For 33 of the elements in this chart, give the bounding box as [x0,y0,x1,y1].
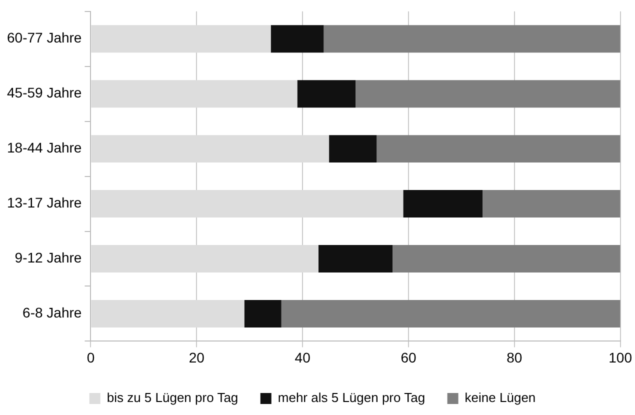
y-tick-label: 9-12 Jahre [14,250,82,266]
bar [91,80,298,108]
y-tick-label: 18-44 Jahre [7,140,82,156]
y-tick-label: 45-59 Jahre [7,84,82,101]
bar [376,135,620,163]
y-tick-label: 60-77 Jahre [7,30,82,46]
bar [281,300,620,328]
bar [356,80,620,108]
x-tick-label: 60 [400,349,416,366]
bar [91,190,404,218]
legend-label: mehr als 5 Lügen pro Tag [278,390,426,406]
bar [91,25,271,53]
bar [297,80,356,108]
bar [482,190,620,218]
x-tick-label: 0 [86,349,95,366]
bar [318,245,393,272]
x-tick-label: 80 [506,349,522,366]
bar [392,245,620,272]
bar [324,25,620,53]
x-tick-label: 40 [294,349,311,366]
bar [403,190,483,218]
bar [270,25,324,53]
y-tick-label: 6-8 Jahre [22,304,82,321]
y-tick-label: 13-17 Jahre [7,194,82,211]
bar [91,300,244,328]
bar [244,300,282,328]
bar [329,135,377,163]
legend-label: keine Lügen [464,390,536,406]
x-tick-label: 100 [608,349,632,366]
bar [91,135,330,163]
legend-label: bis zu 5 Lügen pro Tag [106,390,238,406]
x-tick-label: 20 [188,349,205,366]
bar [91,245,318,272]
